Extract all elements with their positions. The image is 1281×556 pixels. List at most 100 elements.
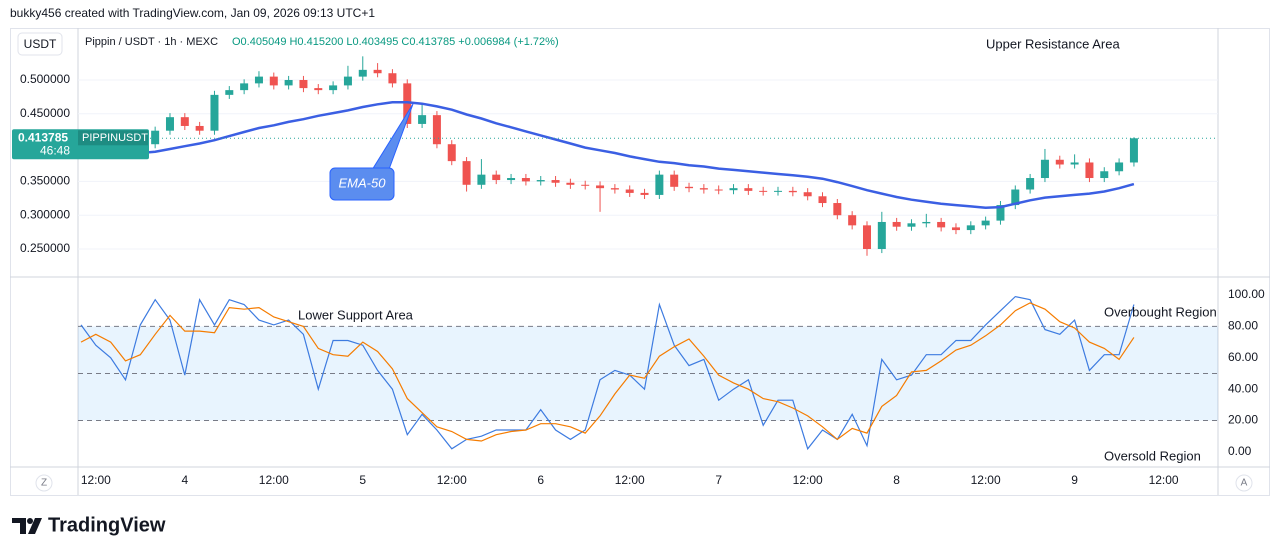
- y-tick-label: 0.300000: [20, 207, 70, 221]
- candle-body: [210, 94, 219, 131]
- y-tick-label: 20.00: [1228, 413, 1258, 427]
- candle-body: [551, 180, 560, 183]
- candle-body: [165, 117, 174, 131]
- a-button[interactable]: [1235, 474, 1253, 492]
- ohlc-legend: O0.405049 H0.415200 L0.403495 C0.413785 …: [232, 36, 559, 48]
- y-tick-label: 0.250000: [20, 241, 70, 255]
- candle-body: [892, 221, 901, 227]
- ema-line: [81, 101, 1135, 210]
- candle-body: [151, 130, 160, 145]
- candle-body: [848, 215, 857, 226]
- candle-body: [907, 223, 916, 227]
- candle-body: [655, 174, 664, 195]
- z-button-label[interactable]: Z: [41, 478, 47, 489]
- candle-body: [432, 115, 441, 145]
- header: bukky456 created with TradingView.com, J…: [10, 6, 375, 20]
- z-button[interactable]: [35, 474, 53, 492]
- candle-body: [343, 76, 352, 86]
- candle-body: [951, 227, 960, 231]
- candle-body: [254, 76, 263, 84]
- candle-body: [596, 185, 605, 189]
- candle-body: [492, 174, 501, 181]
- candle-body: [610, 188, 619, 190]
- candle-body: [1100, 171, 1109, 179]
- callout-label: EMA-50: [339, 175, 387, 190]
- candle-body: [1115, 162, 1124, 172]
- candle-body: [521, 178, 530, 182]
- x-tick-label: 9: [1071, 473, 1078, 487]
- candle-body: [981, 220, 990, 226]
- candle-body: [403, 83, 412, 124]
- candle-body: [299, 79, 308, 89]
- annotation: Oversold Region: [1104, 448, 1201, 463]
- y-tick-label: 0.500000: [20, 72, 70, 86]
- x-tick-label: 7: [715, 473, 722, 487]
- x-tick-label: 5: [359, 473, 366, 487]
- y-tick-label: 100.00: [1228, 287, 1265, 301]
- candle-body: [566, 182, 575, 185]
- oscillator-line: [80, 295, 1135, 451]
- candle-body: [418, 115, 427, 124]
- callout-box: [329, 167, 395, 201]
- symbol-title: Pippin / USDT · 1h · MEXC: [85, 36, 218, 48]
- candle-body: [388, 73, 397, 84]
- x-tick-label: 12:00: [437, 473, 467, 487]
- candle-body: [788, 190, 797, 193]
- y-tick-label: 80.00: [1228, 319, 1258, 333]
- candle-body: [833, 203, 842, 216]
- candle-body: [685, 186, 694, 189]
- symbol-box: [78, 130, 148, 146]
- candle-body: [1026, 178, 1035, 190]
- countdown-label: 46:48: [40, 143, 70, 157]
- x-tick-label: 4: [181, 473, 188, 487]
- x-tick-label: 12:00: [615, 473, 645, 487]
- candle-body: [937, 221, 946, 228]
- candle-body: [729, 188, 738, 191]
- candle-body: [477, 174, 486, 185]
- x-tick-label: 8: [893, 473, 900, 487]
- y-tick-label: 60.00: [1228, 350, 1258, 364]
- candle-body: [625, 189, 634, 193]
- a-button-label[interactable]: A: [1241, 478, 1248, 489]
- candle-body: [1040, 159, 1049, 179]
- candle-body: [447, 144, 456, 162]
- y-tick-label: 0.00: [1228, 444, 1252, 458]
- candle-body: [759, 190, 768, 192]
- candle-body: [1085, 162, 1094, 179]
- candle-body: [581, 184, 590, 186]
- brand-name: TradingView: [48, 514, 166, 536]
- y-tick-label: 40.00: [1228, 381, 1258, 395]
- candle-body: [862, 225, 871, 250]
- candle-body: [714, 189, 723, 191]
- currency-label[interactable]: USDT: [24, 37, 57, 51]
- x-tick-label: 12:00: [81, 473, 111, 487]
- x-tick-label: 6: [537, 473, 544, 487]
- candle-body: [996, 205, 1005, 221]
- annotation: Lower Support Area: [298, 307, 414, 322]
- x-tick-label: 12:00: [1149, 473, 1179, 487]
- brand-logo: [12, 518, 42, 534]
- chart-frame: [10, 28, 1270, 496]
- candle-body: [699, 188, 708, 190]
- x-tick-label: 12:00: [793, 473, 823, 487]
- candle-body: [373, 69, 382, 74]
- candle-body: [1129, 138, 1138, 163]
- candle-body: [462, 161, 471, 185]
- candle-body: [358, 69, 367, 77]
- x-tick-label: 12:00: [971, 473, 1001, 487]
- candle-body: [1055, 159, 1064, 165]
- candle-body: [877, 221, 886, 250]
- last-price-label: 0.413785: [18, 130, 68, 144]
- candle-body: [640, 192, 649, 195]
- candle-body: [774, 190, 783, 192]
- oscillator-line: [80, 302, 1135, 442]
- candle-body: [803, 192, 812, 197]
- candle-body: [1070, 162, 1079, 165]
- candle-body: [507, 178, 516, 181]
- x-tick-label: 12:00: [259, 473, 289, 487]
- candle-body: [1011, 189, 1020, 206]
- currency-button[interactable]: [17, 32, 63, 56]
- candle-body: [284, 79, 293, 86]
